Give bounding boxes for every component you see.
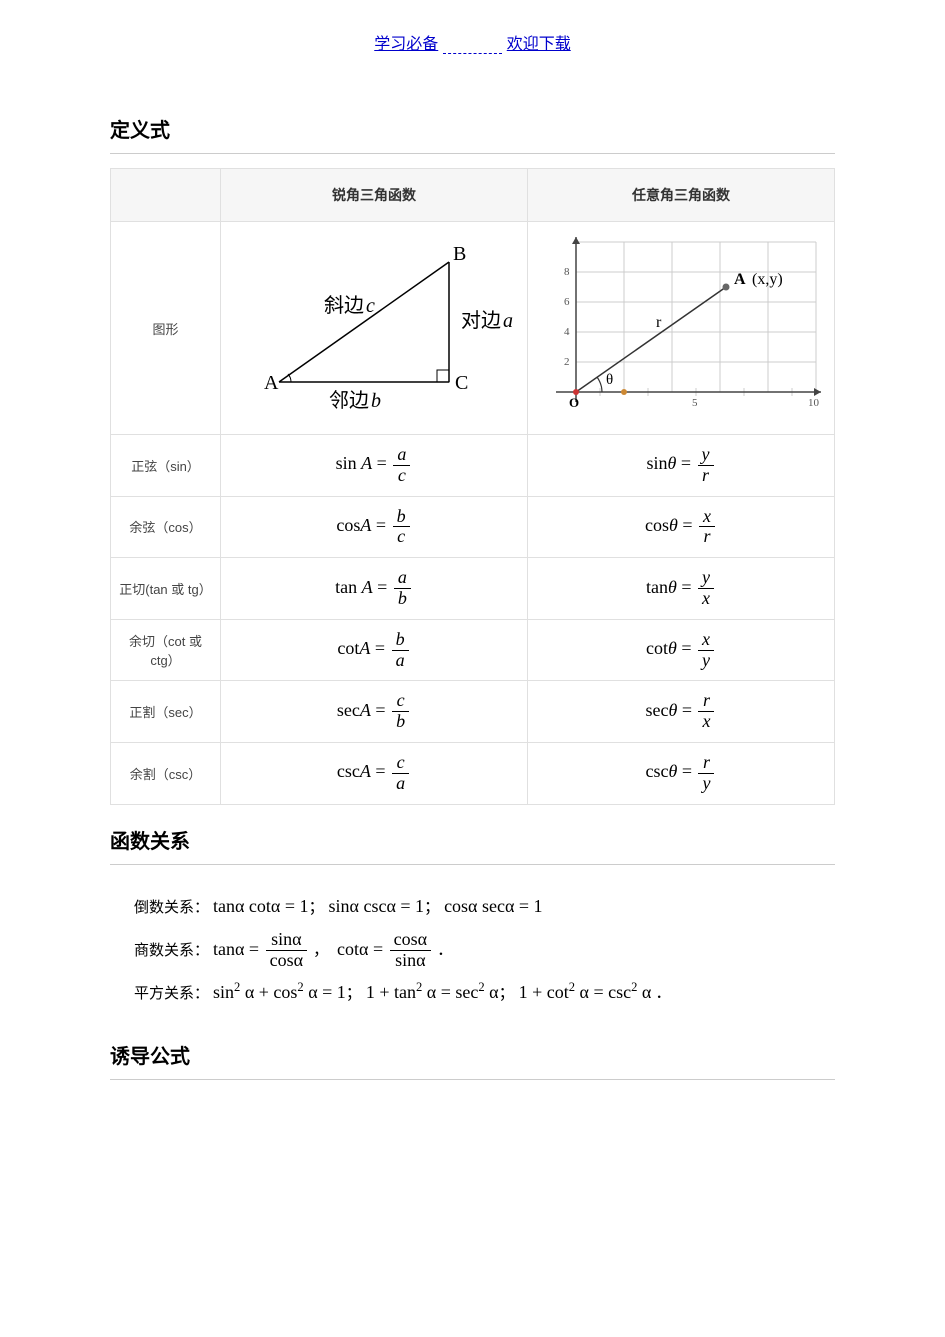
formula-cell: secθ = rx (528, 681, 835, 743)
table-row: 余割（csc） cscA = ca cscθ = ry (111, 742, 835, 804)
separator (110, 1079, 835, 1080)
heading-relations: 函数关系 (110, 825, 835, 854)
vertex-b-label: B (453, 243, 466, 265)
formula-cell: secA = cb (221, 681, 528, 743)
formula-cell: tanθ = yx (528, 558, 835, 620)
header-arbitrary: 任意角三角函数 (528, 169, 835, 222)
header-link-learn[interactable]: 学习必备 (374, 36, 438, 53)
header-acute: 锐角三角函数 (221, 169, 528, 222)
relations-block: 倒数关系： tanα cotα = 1； sinα cscα = 1； cosα… (110, 879, 835, 1021)
ytick: 2 (564, 356, 570, 368)
hyp-label: 斜边c (324, 294, 375, 317)
triangle-diagram: A B C 斜边c 对边a 邻边b (221, 222, 528, 435)
table-row: 正割（sec） secA = cb secθ = rx (111, 681, 835, 743)
formula-cell: tan A = ab (221, 558, 528, 620)
header-empty (111, 169, 221, 222)
formula-cell: cotθ = xy (528, 619, 835, 681)
table-row: 正弦（sin） sin A = ac sinθ = yr (111, 435, 835, 497)
vertex-c-label: C (455, 372, 468, 394)
separator (110, 153, 835, 154)
row-label-sec: 正割（sec） (111, 681, 221, 743)
table-row: 余弦（cos） cosA = bc cosθ = xr (111, 496, 835, 558)
origin-label: O (569, 395, 579, 410)
main-content: 定义式 锐角三角函数 任意角三角函数 图形 A B (0, 114, 945, 1154)
heading-definition: 定义式 (110, 114, 835, 143)
heading-induction: 诱导公式 (110, 1040, 835, 1069)
row-label-sin: 正弦（sin） (111, 435, 221, 497)
trig-table: 锐角三角函数 任意角三角函数 图形 A B C 斜边c 对边a 邻边b (110, 168, 835, 805)
ytick: 8 (564, 266, 570, 278)
xtick: 5 (692, 397, 698, 409)
row-label-diagram: 图形 (111, 222, 221, 435)
formula-cell: cscA = ca (221, 742, 528, 804)
adj-label: 邻边b (329, 389, 381, 412)
formula-cell: cotA = ba (221, 619, 528, 681)
separator (110, 864, 835, 865)
formula-cell: sinθ = yr (528, 435, 835, 497)
xtick: 10 (808, 397, 820, 409)
formula-cell: cosθ = xr (528, 496, 835, 558)
quotient-relation: 商数关系： tanα = sinαcosα ， cotα = cosαsinα … (134, 928, 835, 971)
row-label-cos: 余弦（cos） (111, 496, 221, 558)
row-label-cot: 余切（cot 或 ctg） (111, 619, 221, 681)
table-row: 正切(tan 或 tg） tan A = ab tanθ = yx (111, 558, 835, 620)
r-label: r (656, 314, 662, 331)
coord-diagram: A (x,y) r θ O 2 4 6 8 5 10 (528, 222, 835, 435)
opp-label: 对边a (461, 309, 513, 332)
table-row: 图形 A B C 斜边c 对边a 邻边b (111, 222, 835, 435)
formula-cell: sin A = ac (221, 435, 528, 497)
page-header: 学习必备 欢迎下载 (0, 0, 945, 94)
row-label-tan: 正切(tan 或 tg） (111, 558, 221, 620)
ytick: 4 (564, 326, 570, 338)
header-separator (443, 36, 503, 54)
table-row: 余切（cot 或 ctg） cotA = ba cotθ = xy (111, 619, 835, 681)
row-label-csc: 余割（csc） (111, 742, 221, 804)
formula-cell: cscθ = ry (528, 742, 835, 804)
table-row: 锐角三角函数 任意角三角函数 (111, 169, 835, 222)
vertex-a-label: A (264, 372, 279, 394)
header-link-download[interactable]: 欢迎下载 (507, 36, 571, 53)
formula-cell: cosA = bc (221, 496, 528, 558)
point-coord: (x,y) (752, 271, 783, 288)
square-relation: 平方关系： sin2 α + cos2 α = 1； 1 + tan2 α = … (134, 971, 835, 1014)
ytick: 6 (564, 296, 570, 308)
point-label: A (734, 271, 746, 288)
reciprocal-relation: 倒数关系： tanα cotα = 1； sinα cscα = 1； cosα… (134, 885, 835, 928)
theta-label: θ (606, 372, 613, 388)
